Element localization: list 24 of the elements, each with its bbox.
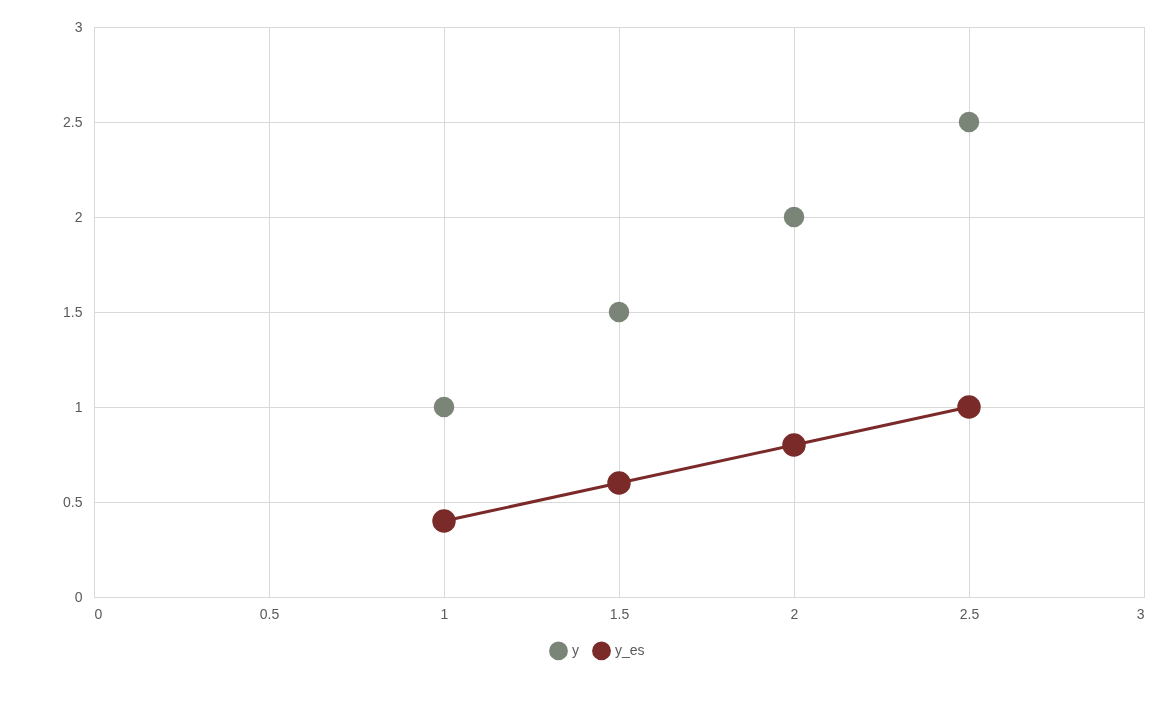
y-tick-label: 2 <box>74 208 83 225</box>
point <box>432 509 456 533</box>
legend-label: y_es <box>615 641 645 658</box>
y-tick-label: 0.5 <box>63 493 83 510</box>
y-tick-label: 2.5 <box>63 113 83 130</box>
x-tick-label: 0.5 <box>259 605 280 622</box>
y-tick-label: 3 <box>74 18 83 35</box>
x-tick-label: 1.5 <box>609 605 630 622</box>
y-tick-label: 1 <box>74 398 83 415</box>
x-tick-label: 3 <box>1136 605 1145 622</box>
point <box>782 433 806 457</box>
point <box>433 396 455 418</box>
point <box>783 206 805 228</box>
y-tick-label: 0 <box>74 588 83 605</box>
y-tick-label: 1.5 <box>63 303 83 320</box>
point <box>608 301 630 323</box>
x-tick-label: 2 <box>790 605 799 622</box>
legend-label: y <box>572 641 579 658</box>
point <box>607 471 631 495</box>
x-tick-label: 0 <box>94 605 103 622</box>
point <box>958 111 980 133</box>
x-tick-label: 2.5 <box>959 605 980 622</box>
x-tick-label: 1 <box>440 605 449 622</box>
point <box>957 395 981 419</box>
